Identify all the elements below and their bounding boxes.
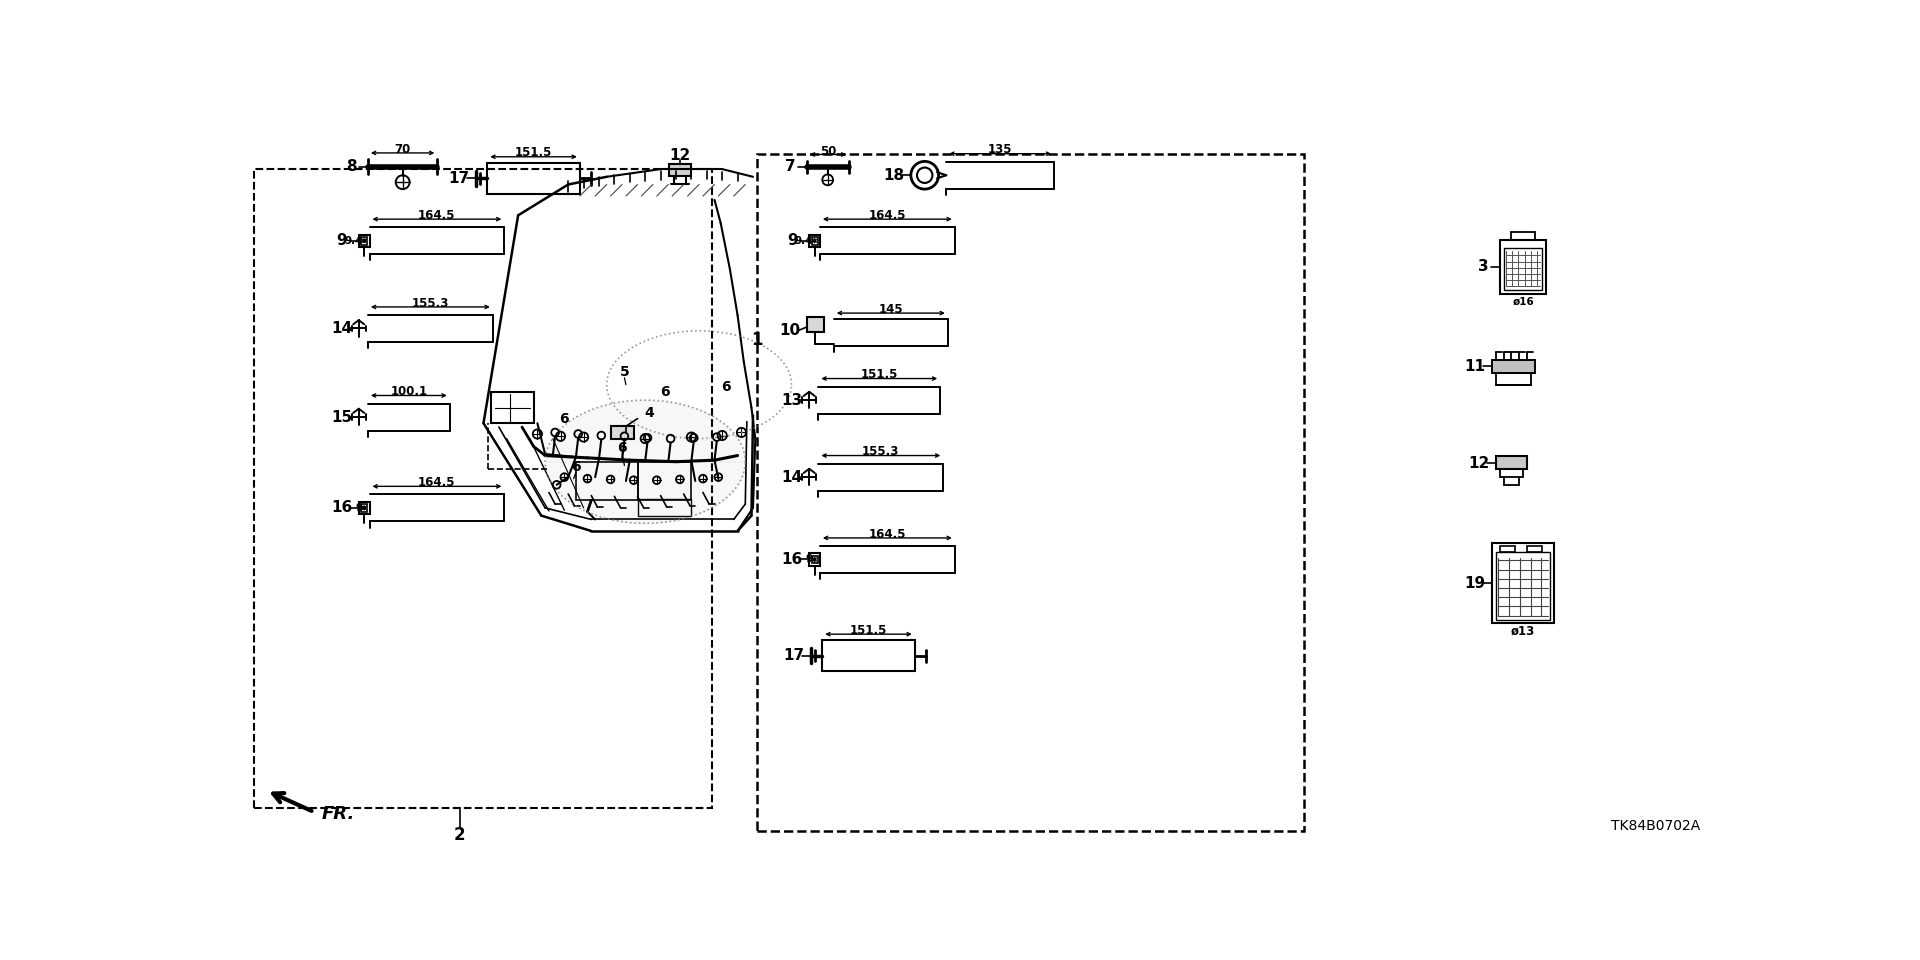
Text: 6: 6 [722,380,732,394]
Text: 9: 9 [355,503,363,513]
Bar [812,556,818,564]
Text: 2: 2 [453,827,465,844]
Text: 14: 14 [781,469,803,485]
Text: 6: 6 [559,413,568,426]
Bar [488,163,580,194]
Polygon shape [1492,360,1534,373]
Text: 17: 17 [783,648,804,663]
Text: FR.: FR. [323,805,355,824]
Text: 6: 6 [570,460,580,474]
Bar [637,498,691,516]
Bar [1496,456,1526,469]
Text: 11: 11 [1465,359,1486,373]
Wedge shape [920,176,929,189]
Text: 6: 6 [618,441,628,455]
Text: 3: 3 [1478,259,1488,275]
Text: 4: 4 [645,406,655,420]
Text: 5: 5 [620,366,630,379]
Text: ø16: ø16 [1513,297,1534,306]
Text: TK84B0702A: TK84B0702A [1611,819,1699,833]
Text: 15: 15 [332,410,353,424]
Bar [756,154,1304,831]
Text: 16: 16 [781,552,803,567]
Bar [1511,232,1534,240]
Text: 9: 9 [787,233,797,249]
Bar [1503,248,1542,290]
Text: 9: 9 [806,555,812,564]
Text: 151.5: 151.5 [515,147,553,159]
Text: 100.1: 100.1 [390,385,428,398]
Text: 18: 18 [883,168,904,182]
Text: 164.5: 164.5 [868,209,906,222]
Bar [359,502,369,514]
Text: 10: 10 [780,324,801,338]
Bar [1496,373,1530,385]
Text: 164.5: 164.5 [419,476,455,489]
Text: 12: 12 [670,148,691,163]
Bar [808,234,820,247]
Bar [576,462,637,500]
Text: 9.4: 9.4 [795,236,812,246]
Bar [1500,469,1523,477]
Text: 7: 7 [785,159,795,175]
Text: 8: 8 [346,159,357,175]
Bar [1526,545,1542,552]
Text: 1: 1 [751,331,762,349]
Bar [361,504,367,512]
Bar [1496,552,1549,619]
Text: 13: 13 [781,393,803,408]
Text: 135: 135 [989,143,1012,156]
Text: 16: 16 [330,500,353,516]
Bar [492,393,534,423]
Bar [1492,542,1553,623]
Text: 19: 19 [1465,576,1486,590]
Bar [637,462,691,500]
Bar [806,317,824,332]
Bar [1500,545,1515,552]
Text: 155.3: 155.3 [411,297,449,309]
Text: 17: 17 [447,171,468,186]
Bar [359,234,369,247]
Bar [822,640,914,671]
Text: 164.5: 164.5 [868,528,906,540]
Bar [361,237,367,245]
Bar [611,426,634,439]
Text: 164.5: 164.5 [419,209,455,222]
Text: 50: 50 [820,145,837,157]
Bar [808,553,820,565]
Bar [668,164,691,176]
Text: 9: 9 [336,233,348,249]
Bar [812,237,818,245]
Text: 12: 12 [1469,456,1490,470]
Text: 9.4: 9.4 [344,236,363,246]
Text: 70: 70 [394,143,411,156]
Text: 6: 6 [660,385,670,399]
Text: 155.3: 155.3 [862,445,899,458]
Text: 145: 145 [879,302,902,316]
Text: ø13: ø13 [1511,625,1536,637]
Text: 151.5: 151.5 [851,624,887,636]
Bar [1500,240,1546,294]
Text: 151.5: 151.5 [860,369,899,381]
Text: 14: 14 [332,321,353,336]
Bar [253,169,712,808]
